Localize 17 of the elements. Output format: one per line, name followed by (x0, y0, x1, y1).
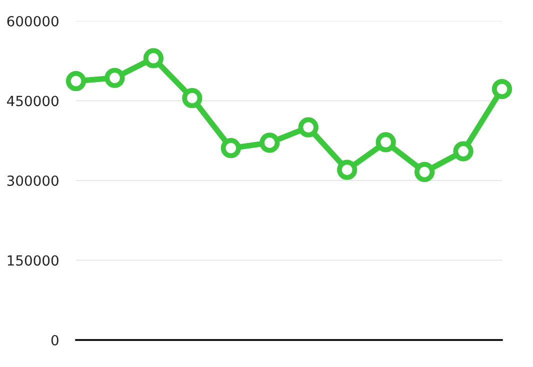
point (337, 160, 358, 180)
y-tick-label: 300000 (7, 175, 58, 186)
point (66, 71, 86, 92)
point (453, 141, 474, 162)
point (220, 138, 241, 158)
point (492, 78, 512, 100)
point (104, 68, 125, 88)
point (376, 132, 396, 152)
y-tick-label: 0 (51, 334, 58, 346)
point (298, 117, 318, 138)
point (182, 88, 202, 108)
y-tick-label: 600000 (7, 16, 58, 26)
point (260, 132, 280, 153)
point (414, 162, 435, 182)
y-tick-label: 150000 (8, 255, 58, 266)
y-tick-label: 450000 (6, 96, 58, 106)
point (143, 48, 164, 68)
